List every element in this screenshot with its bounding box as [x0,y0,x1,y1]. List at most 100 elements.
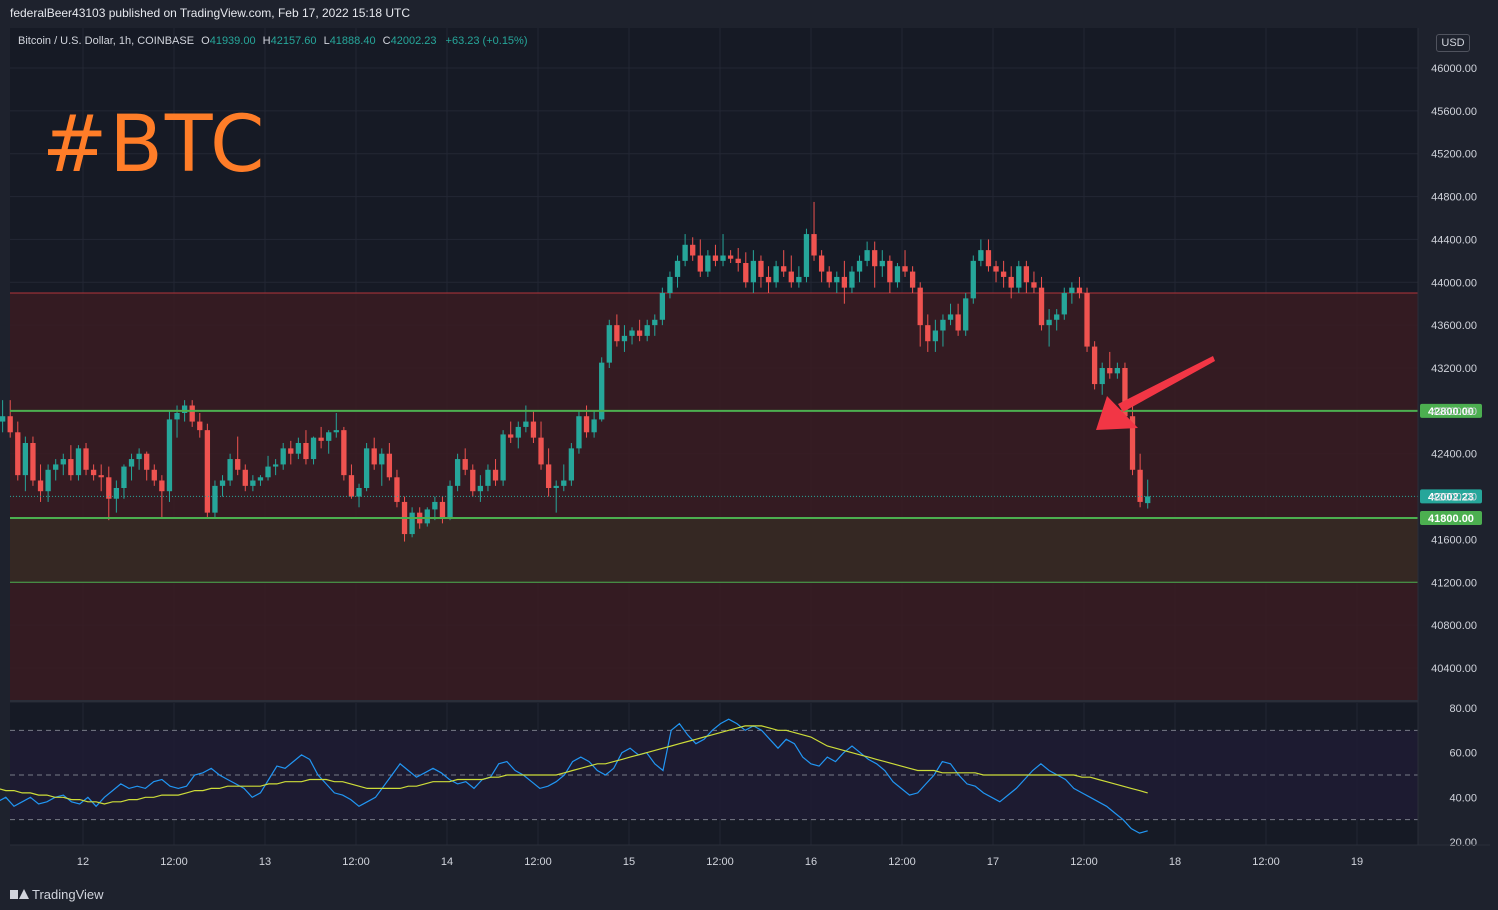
y-tick-label: 43200.00 [1431,363,1477,375]
candle [98,464,104,492]
level-tag-label: 42800.00 [1428,406,1474,418]
candle-body [1046,319,1052,326]
candle-body [0,416,6,422]
candle [978,239,984,267]
candle-body [1084,293,1090,347]
red-zone [10,293,1418,700]
candle [826,266,832,288]
candle-body [599,362,605,420]
candle-body [250,480,256,486]
candle [280,443,286,470]
candle-body [318,437,324,441]
candle [363,443,370,492]
candle [1046,309,1052,347]
candle-body [394,477,400,502]
candle-body [227,459,233,481]
candle-body [674,260,681,277]
candle-body [856,260,863,272]
candle [272,459,279,476]
y-tick-label: 41600.00 [1431,534,1477,546]
open-value: 41939.00 [209,35,256,47]
candle [189,400,195,427]
candle-body [621,335,628,342]
candle [849,266,855,293]
candle-body [978,250,984,261]
candle [144,451,150,481]
candle-body [727,255,734,259]
candle-body [333,430,339,433]
candle [242,464,248,492]
candle [356,483,362,508]
candle [644,319,650,342]
candle-body [659,293,666,320]
candle [697,239,703,277]
candle-body [68,459,74,476]
candle [113,480,120,513]
candle [394,469,400,508]
candle [1099,362,1105,395]
candle-body [295,443,302,454]
tradingview-logo[interactable]: TradingView [10,887,104,902]
candle [454,453,461,492]
arrow-annotation [1096,356,1215,430]
candle-body [303,443,309,460]
candle [1107,351,1113,379]
candle-body [887,260,893,283]
candle [166,410,173,502]
candle-body [917,287,923,326]
candle [788,255,794,288]
candle-body [136,453,142,460]
currency-button[interactable]: USD [1436,34,1470,52]
candle-body [144,453,150,470]
candle [970,255,976,304]
candle [508,421,514,443]
candle [121,464,127,499]
x-tick-label: 19 [1351,856,1363,868]
candle [652,314,658,336]
x-tick-label: 16 [805,856,817,868]
candle-body [1091,346,1098,385]
candle-body [310,437,317,460]
candle [1016,260,1022,293]
candle [674,255,681,288]
candle [348,464,355,499]
candle-body [45,469,51,492]
candle [1008,266,1014,299]
candle-body [811,234,817,256]
candle-body [1008,276,1014,288]
candle-body [288,448,294,454]
candle-body [902,266,908,272]
x-tick-label: 12 [77,856,89,868]
x-tick-label: 12:00 [888,856,916,868]
candle-body [606,325,612,363]
candle-body [667,276,673,293]
candle [720,234,726,267]
candle [1054,309,1060,331]
candle [727,250,734,263]
candle-body [872,250,878,267]
candle [917,282,923,347]
candle-body [242,469,248,486]
candle-body [356,488,362,497]
candle-body [1054,314,1060,320]
candle-body [53,464,59,470]
candle-body [500,434,506,481]
x-tick-label: 18 [1169,856,1181,868]
candle-body [1000,271,1007,277]
current-price-tag [1420,489,1482,504]
candle [887,255,893,293]
candle [591,410,597,438]
candle-body [83,448,89,470]
candle-body [682,244,688,261]
candle-body [197,421,203,431]
x-tick-label: 12:00 [1070,856,1098,868]
candle [303,430,309,465]
candle-body [1076,287,1083,293]
candle-body [834,276,840,283]
candle-body [1145,496,1151,504]
candle-body [932,330,939,342]
candle-body [818,255,825,272]
candle-body [15,432,21,476]
candle [599,357,605,422]
